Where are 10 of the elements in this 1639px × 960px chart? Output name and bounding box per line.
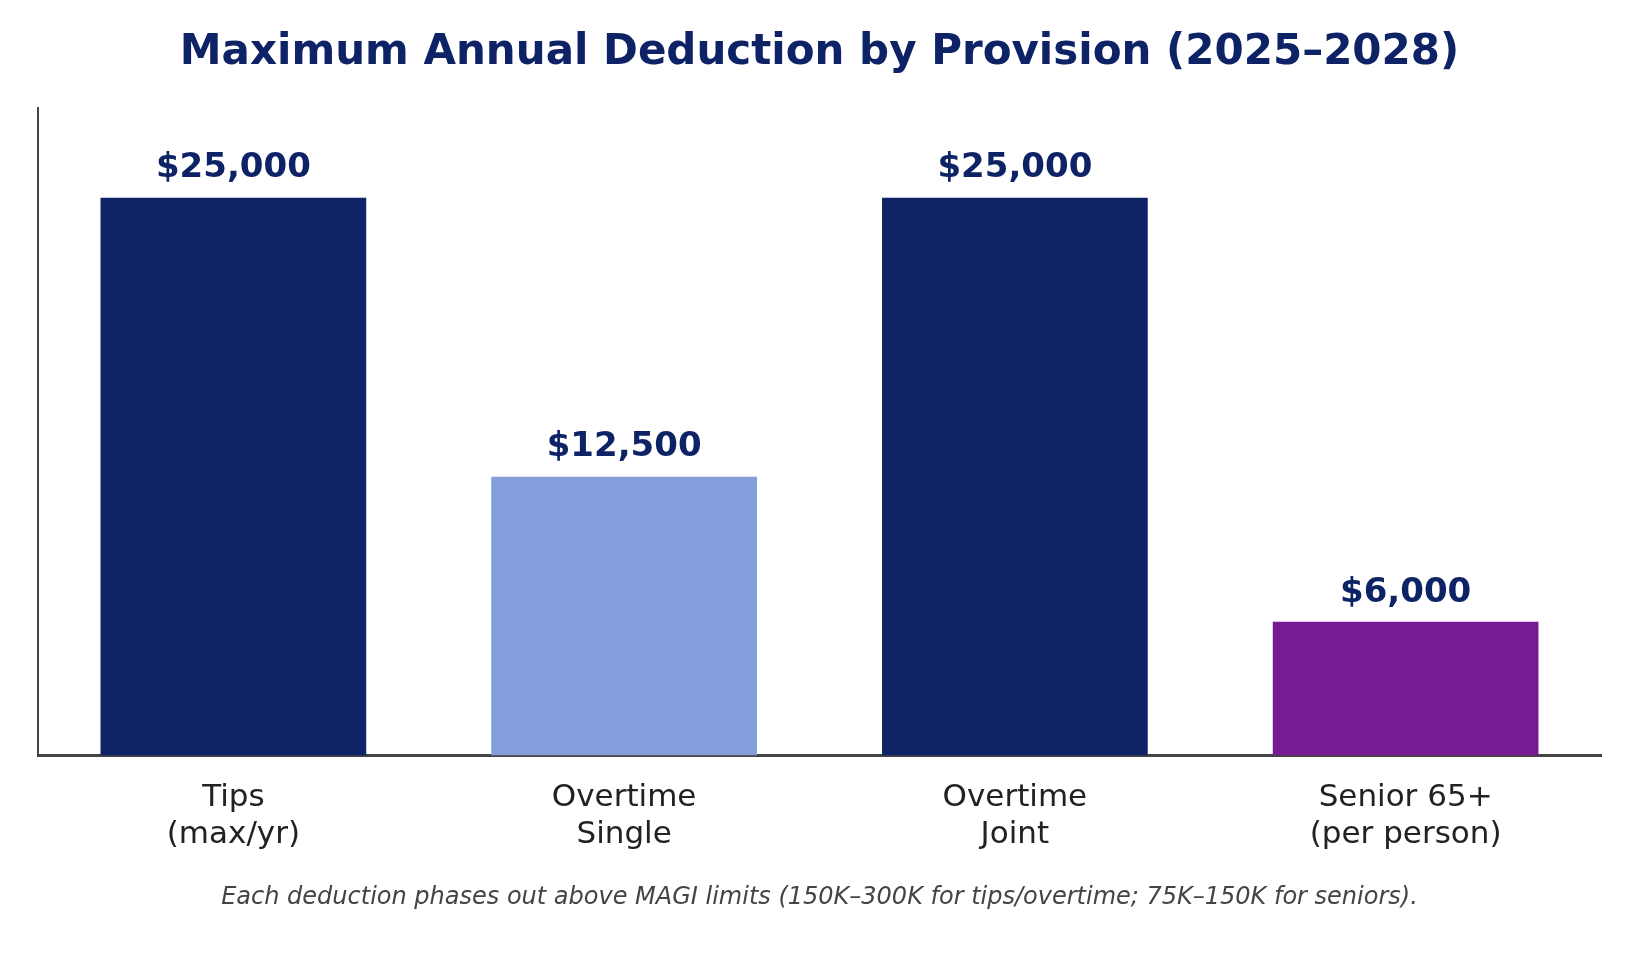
- data-label: $25,000: [155, 145, 311, 186]
- chart-title: Maximum Annual Deduction by Provision (2025–2028): [179, 25, 1460, 75]
- x-tick-label: Overtime Joint: [942, 777, 1088, 851]
- data-label: $25,000: [937, 145, 1093, 186]
- data-label: $6,000: [1340, 569, 1472, 610]
- text: Each deduction phases out above MAGI limits (150K–300K for tips/overtime; 75K–150K for seniors).: [220, 882, 1419, 910]
- x-tick-label: Senior 65+ (per person): [1309, 777, 1502, 851]
- x-tick-label: Tips (max/yr): [166, 777, 301, 851]
- data-label: $12,500: [546, 424, 702, 465]
- x-tick-label: Overtime Single: [551, 777, 697, 851]
